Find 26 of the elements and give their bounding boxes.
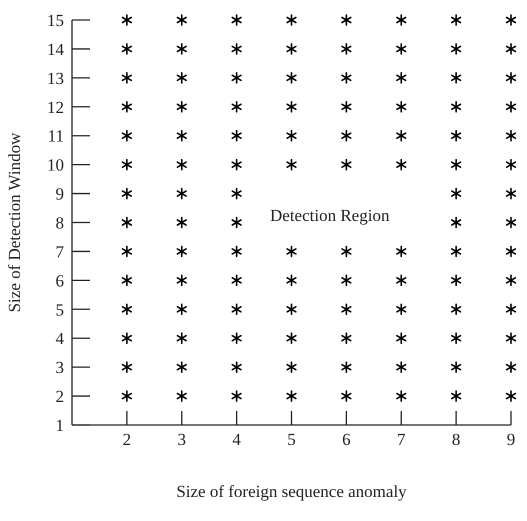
y-tick-label: 13 — [47, 68, 64, 88]
y-axis-title: Size of Detection Window — [5, 132, 24, 312]
y-tick-label: 6 — [56, 271, 64, 290]
annotation: Detection Region — [270, 206, 390, 226]
y-tick-label: 11 — [48, 126, 64, 146]
x-tick-label: 8 — [452, 430, 460, 449]
x-axis-title: Size of foreign sequence anomaly — [176, 482, 408, 501]
y-tick-label: 3 — [56, 358, 64, 378]
y-tick-label: 7 — [56, 242, 64, 262]
x-tick-label: 3 — [178, 430, 186, 449]
y-tick-label: 5 — [56, 300, 64, 320]
x-tick-label: 5 — [287, 430, 296, 449]
y-tick-label: 14 — [47, 40, 64, 59]
y-tick-label: 1 — [56, 416, 64, 435]
y-tick-label: 9 — [56, 184, 64, 204]
y-tick-label: 12 — [47, 98, 64, 117]
y-tick-label: 10 — [47, 156, 64, 175]
x-tick-label: 9 — [506, 430, 516, 449]
y-tick-label: 15 — [47, 11, 64, 30]
x-tick-label: 4 — [232, 430, 242, 449]
y-tick-label: 8 — [56, 214, 64, 232]
x-tick-label: 6 — [342, 430, 351, 449]
y-tick-label: 2 — [56, 387, 64, 406]
y-tick-label: 4 — [56, 329, 64, 348]
x-tick-label: 2 — [122, 430, 132, 449]
x-tick-label: 7 — [397, 430, 406, 449]
